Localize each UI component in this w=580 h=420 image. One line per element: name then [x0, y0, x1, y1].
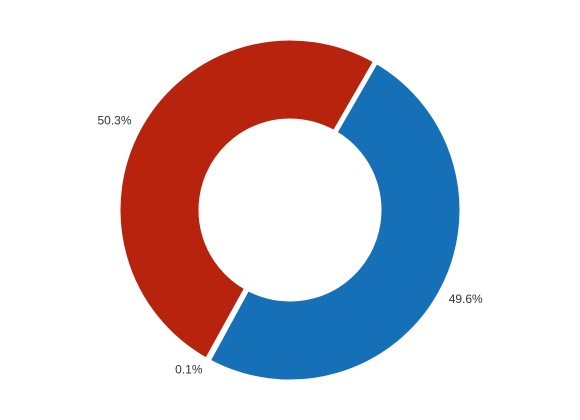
donut-data-label-2: 50.3%: [97, 114, 131, 128]
donut-data-label-1: 0.1%: [175, 363, 203, 377]
donut-slice-0[interactable]: [204, 57, 465, 385]
donut-slice-2[interactable]: [115, 35, 380, 364]
donut-data-label-0: 49.6%: [449, 292, 483, 306]
donut-slices: [115, 35, 465, 385]
donut-data-labels: 49.6% 0.1% 50.3%: [97, 114, 483, 377]
